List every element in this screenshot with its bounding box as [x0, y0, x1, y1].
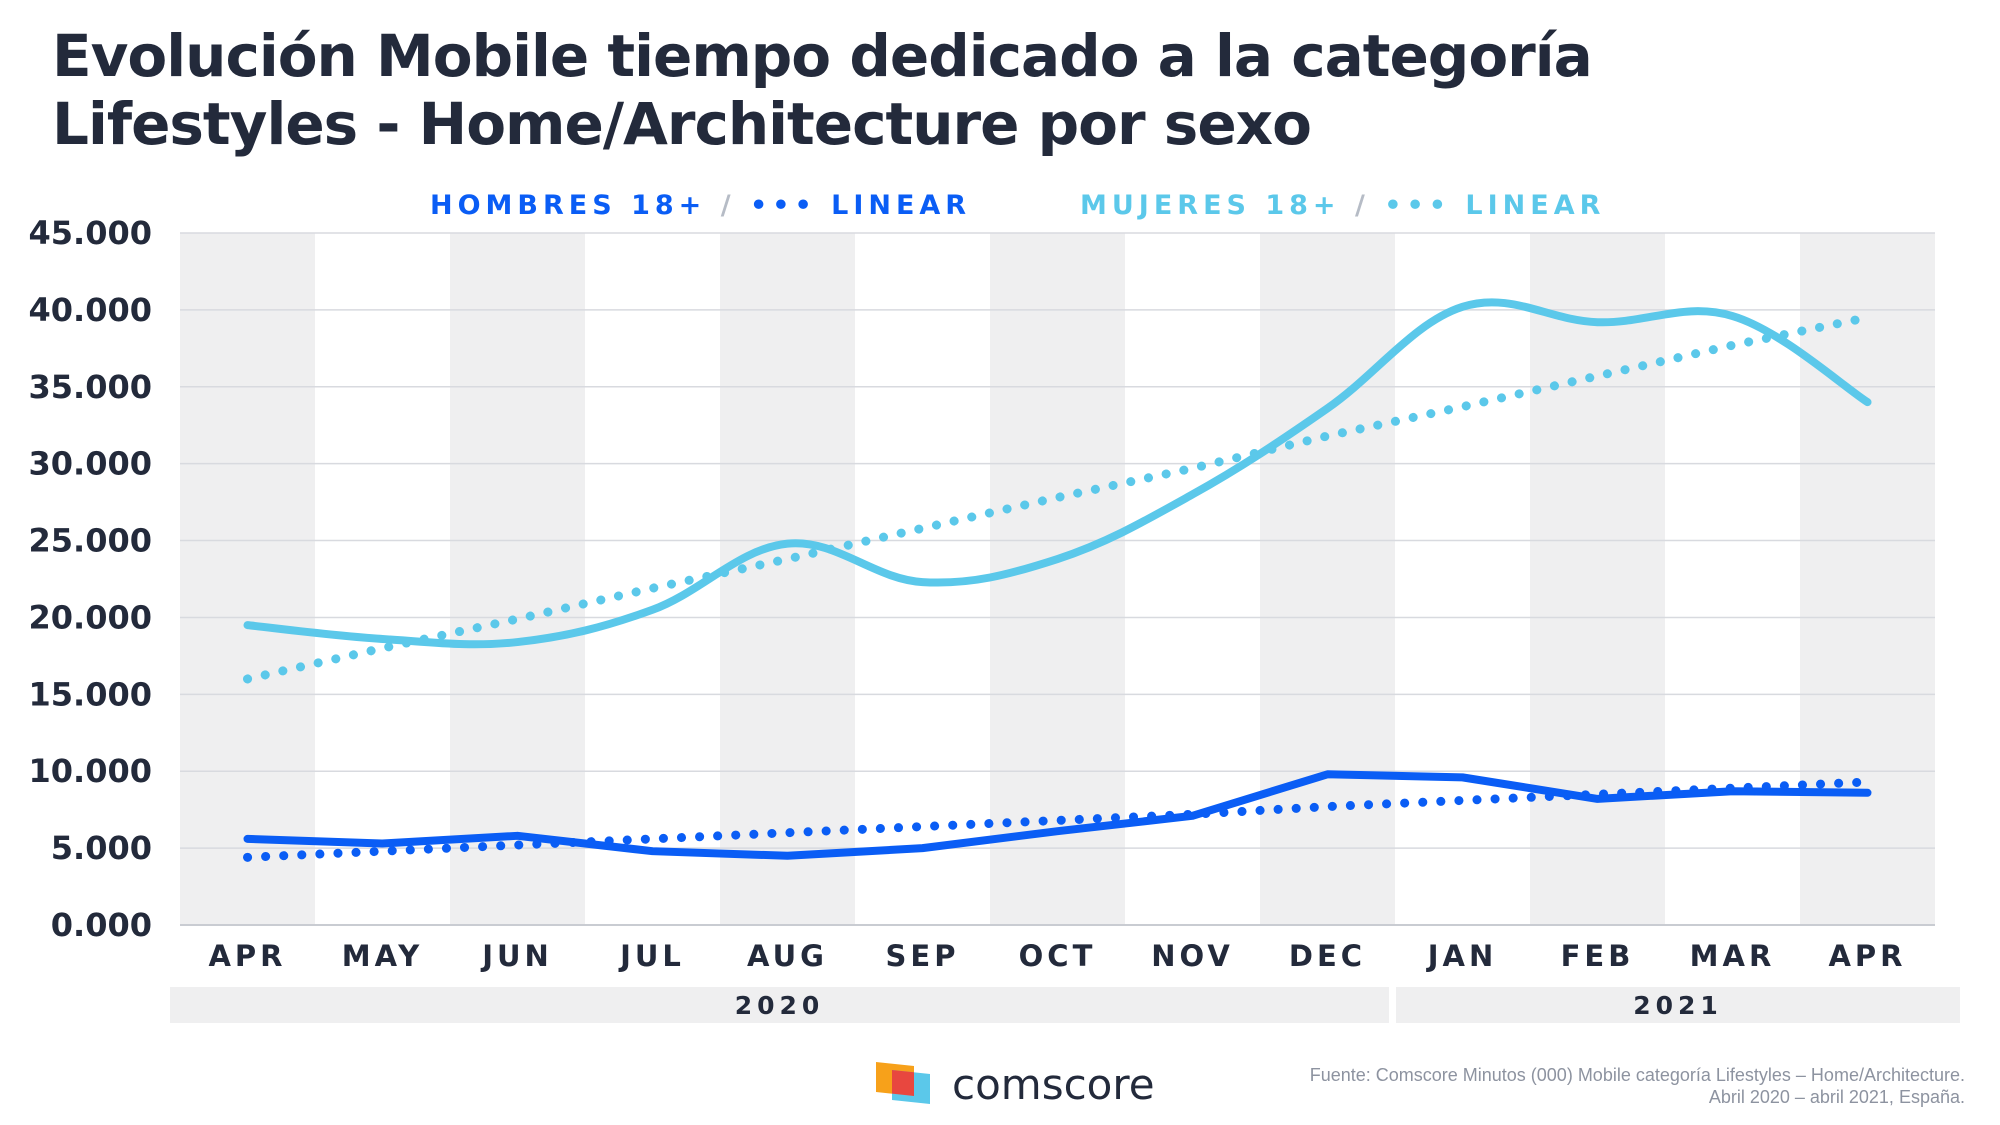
chart-title: Evolución Mobile tiempo dedicado a la ca…	[52, 22, 1593, 158]
comscore-logo-icon	[874, 1058, 934, 1110]
month-band	[990, 233, 1125, 925]
legend-entry: MUJERES 18+ / ••• LINEAR	[1080, 190, 1605, 221]
x-tick-label: JUL	[618, 939, 685, 973]
legend-dots: •••	[750, 190, 831, 221]
x-tick-label: MAY	[342, 939, 424, 973]
legend-label: MUJERES 18+	[1080, 190, 1355, 221]
month-bands	[180, 233, 1935, 925]
year-label: 2020	[735, 991, 825, 1020]
x-tick-label: NOV	[1151, 939, 1234, 973]
x-tick-label: OCT	[1019, 939, 1097, 973]
chart-title-line-1: Evolución Mobile tiempo dedicado a la ca…	[52, 22, 1593, 90]
series-lines	[243, 298, 1872, 862]
y-tick-label: 15.000	[29, 675, 152, 713]
y-tick-label: 20.000	[29, 598, 152, 636]
legend: HOMBRES 18+ / ••• LINEAR MUJERES 18+ / ••…	[430, 190, 1605, 221]
x-tick-label: APR	[1828, 939, 1906, 973]
source-note: Fuente: Comscore Minutos (000) Mobile ca…	[1145, 1064, 1965, 1108]
series-line-hombres	[243, 770, 1872, 860]
gridlines	[180, 232, 1935, 926]
x-tick-label: SEP	[886, 939, 960, 973]
y-tick-label: 10.000	[29, 752, 152, 790]
chart-title-line-2: Lifestyles - Home/Architecture por sexo	[52, 90, 1312, 158]
x-tick-label: MAR	[1690, 939, 1776, 973]
legend-linear-label: LINEAR	[831, 190, 971, 221]
year-band	[170, 987, 1389, 1023]
source-line-1: Fuente: Comscore Minutos (000) Mobile ca…	[1309, 1065, 1965, 1085]
year-groups: 2020 2021	[170, 987, 1960, 1023]
y-tick-label: 25.000	[29, 522, 152, 560]
y-tick-label: 30.000	[29, 445, 152, 483]
legend-dots: •••	[1384, 190, 1465, 221]
trend-line-mujeres	[243, 313, 1872, 684]
x-tick-label: JUN	[480, 939, 553, 973]
year-label: 2021	[1633, 991, 1723, 1020]
series-line-mujeres	[243, 298, 1872, 649]
month-band	[450, 233, 585, 925]
x-tick-label: JAN	[1426, 939, 1498, 973]
x-tick-label: AUG	[747, 939, 828, 973]
year-band	[1396, 987, 1960, 1023]
x-tick-label: APR	[208, 939, 286, 973]
y-tick-label: 5.000	[51, 829, 152, 867]
y-tick-label: 35.000	[29, 368, 152, 406]
brand-name: comscore	[952, 1060, 1155, 1109]
month-band	[180, 233, 315, 925]
trend-line-hombres	[243, 777, 1872, 862]
month-band	[1800, 233, 1935, 925]
legend-entry: HOMBRES 18+ / ••• LINEAR	[430, 190, 971, 221]
month-band	[720, 233, 855, 925]
x-tick-label: DEC	[1289, 939, 1366, 973]
y-axis-ticks: 0.000 5.000 10.000 15.000 20.000 25.000 30.000…	[29, 214, 152, 944]
month-band	[1260, 233, 1395, 925]
legend-separator: /	[1355, 190, 1384, 221]
source-line-2: Abril 2020 – abril 2021, España.	[1708, 1087, 1965, 1107]
y-tick-label: 45.000	[29, 214, 152, 252]
legend-linear-label: LINEAR	[1465, 190, 1605, 221]
x-axis-ticks: APR MAY JUN JUL AUG SEP OCT NOV DEC JAN FEB MAR APR	[208, 939, 1906, 973]
legend-separator: /	[721, 190, 750, 221]
x-tick-label: FEB	[1561, 939, 1635, 973]
y-tick-label: 40.000	[29, 291, 152, 329]
month-band	[1530, 233, 1665, 925]
y-tick-label: 0.000	[51, 906, 152, 944]
legend-label: HOMBRES 18+	[430, 190, 721, 221]
